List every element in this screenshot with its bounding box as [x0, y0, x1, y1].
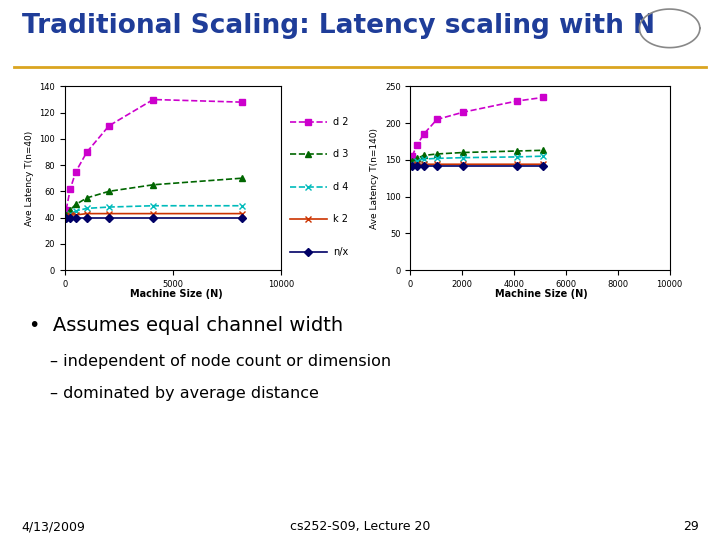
Text: d 2: d 2 [333, 117, 348, 127]
Text: Machine Size (N): Machine Size (N) [130, 289, 222, 299]
Text: d 4: d 4 [333, 182, 348, 192]
Y-axis label: Ave Latency T(n=40): Ave Latency T(n=40) [24, 131, 34, 226]
Text: •  Assumes equal channel width: • Assumes equal channel width [29, 316, 343, 335]
Text: Traditional Scaling: Latency scaling with N: Traditional Scaling: Latency scaling wit… [22, 12, 654, 39]
Text: Machine Size (N): Machine Size (N) [495, 289, 588, 299]
Text: k 2: k 2 [333, 214, 348, 224]
Text: 4/13/2009: 4/13/2009 [22, 520, 86, 533]
Text: – dominated by average distance: – dominated by average distance [50, 386, 319, 401]
Y-axis label: Ave Latency T(n=140): Ave Latency T(n=140) [370, 127, 379, 229]
Text: – independent of node count or dimension: – independent of node count or dimension [50, 354, 392, 369]
Text: n/x: n/x [333, 247, 348, 256]
Text: d 3: d 3 [333, 150, 348, 159]
Text: cs252-S09, Lecture 20: cs252-S09, Lecture 20 [290, 520, 430, 533]
Text: 29: 29 [683, 520, 698, 533]
